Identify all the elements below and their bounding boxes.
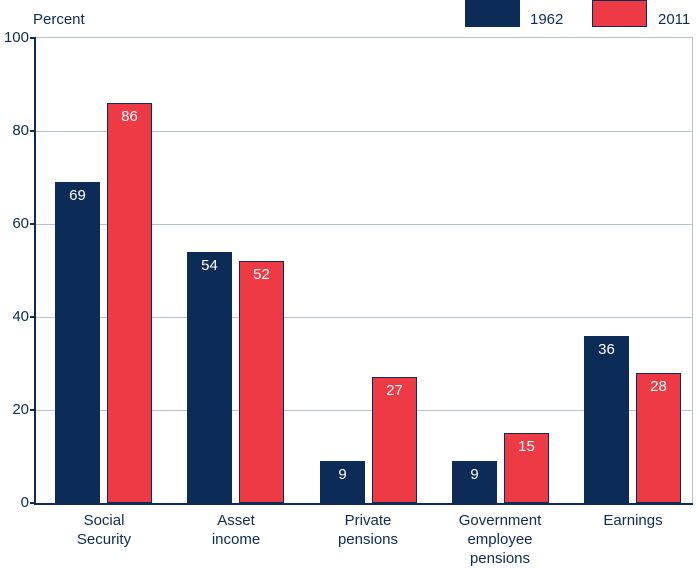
gridline-60	[36, 224, 692, 225]
category-label-3: Government employee pensions	[430, 511, 570, 568]
category-label-2: Private pensions	[298, 511, 438, 549]
bar-2011-1	[239, 261, 284, 503]
y-axis-tick-label-80: 80	[12, 122, 29, 139]
bar-1962-2	[320, 461, 365, 503]
category-label-line: pensions	[337, 531, 399, 548]
category-label-4: Earnings	[563, 511, 700, 530]
bar-1962-0	[55, 182, 100, 503]
bar-1962-4	[584, 336, 629, 503]
bar-1962-3	[452, 461, 497, 503]
x-axis-line	[34, 503, 693, 505]
category-label-line: Government	[458, 512, 542, 529]
plot-right-border	[692, 37, 693, 503]
category-label-line: Private	[344, 512, 392, 529]
y-axis-tick-0	[30, 502, 36, 504]
category-label-1: Asset income	[166, 511, 306, 549]
bar-value-label-1962-2: 9	[338, 466, 347, 483]
y-axis-tick-label-100: 100	[3, 29, 29, 46]
legend-label-2011: 2011	[658, 11, 691, 28]
bar-1962-1	[187, 252, 232, 503]
bar-value-label-1962-0: 69	[69, 187, 86, 204]
y-axis-tick-label-60: 60	[12, 215, 29, 232]
y-axis-tick-label-0: 0	[20, 494, 29, 511]
gridline-20	[36, 410, 692, 411]
category-label-line: income	[211, 531, 261, 548]
bar-value-label-2011-4: 28	[650, 378, 667, 395]
y-axis-tick-label-40: 40	[12, 308, 29, 325]
y-axis-tick-40	[30, 316, 36, 318]
bar-value-label-2011-2: 27	[386, 382, 403, 399]
legend-label-1962: 1962	[530, 11, 564, 28]
y-axis-tick-100	[30, 37, 36, 39]
legend-swatch-1962	[465, 0, 520, 27]
bar-value-label-1962-3: 9	[470, 466, 479, 483]
bar-2011-3	[504, 433, 549, 503]
category-label-line: Asset	[217, 512, 255, 529]
category-label-line: employee	[467, 531, 533, 548]
y-axis-unit-label: Percent	[33, 11, 85, 28]
bar-value-label-1962-1: 54	[201, 257, 218, 274]
bar-value-label-1962-4: 36	[598, 341, 615, 358]
bar-value-label-2011-3: 15	[518, 438, 535, 455]
bar-2011-4	[636, 373, 681, 503]
legend-swatch-2011	[592, 0, 647, 27]
y-axis-tick-20	[30, 409, 36, 411]
y-axis-tick-label-20: 20	[12, 401, 29, 418]
category-label-line: pensions	[469, 550, 531, 567]
bar-value-label-2011-1: 52	[253, 266, 270, 283]
y-axis-line	[34, 38, 36, 505]
category-label-line: Social	[83, 512, 125, 529]
gridline-40	[36, 317, 692, 318]
category-label-0: Social Security	[34, 511, 174, 549]
gridline-80	[36, 131, 692, 132]
y-axis-tick-60	[30, 223, 36, 225]
bar-2011-2	[372, 377, 417, 503]
category-label-line: Security	[76, 531, 132, 548]
plot-top-border	[35, 37, 693, 38]
bar-value-label-2011-0: 86	[121, 108, 138, 125]
y-axis-tick-80	[30, 130, 36, 132]
category-label-line: Earnings	[603, 512, 663, 529]
bar-2011-0	[107, 103, 152, 503]
